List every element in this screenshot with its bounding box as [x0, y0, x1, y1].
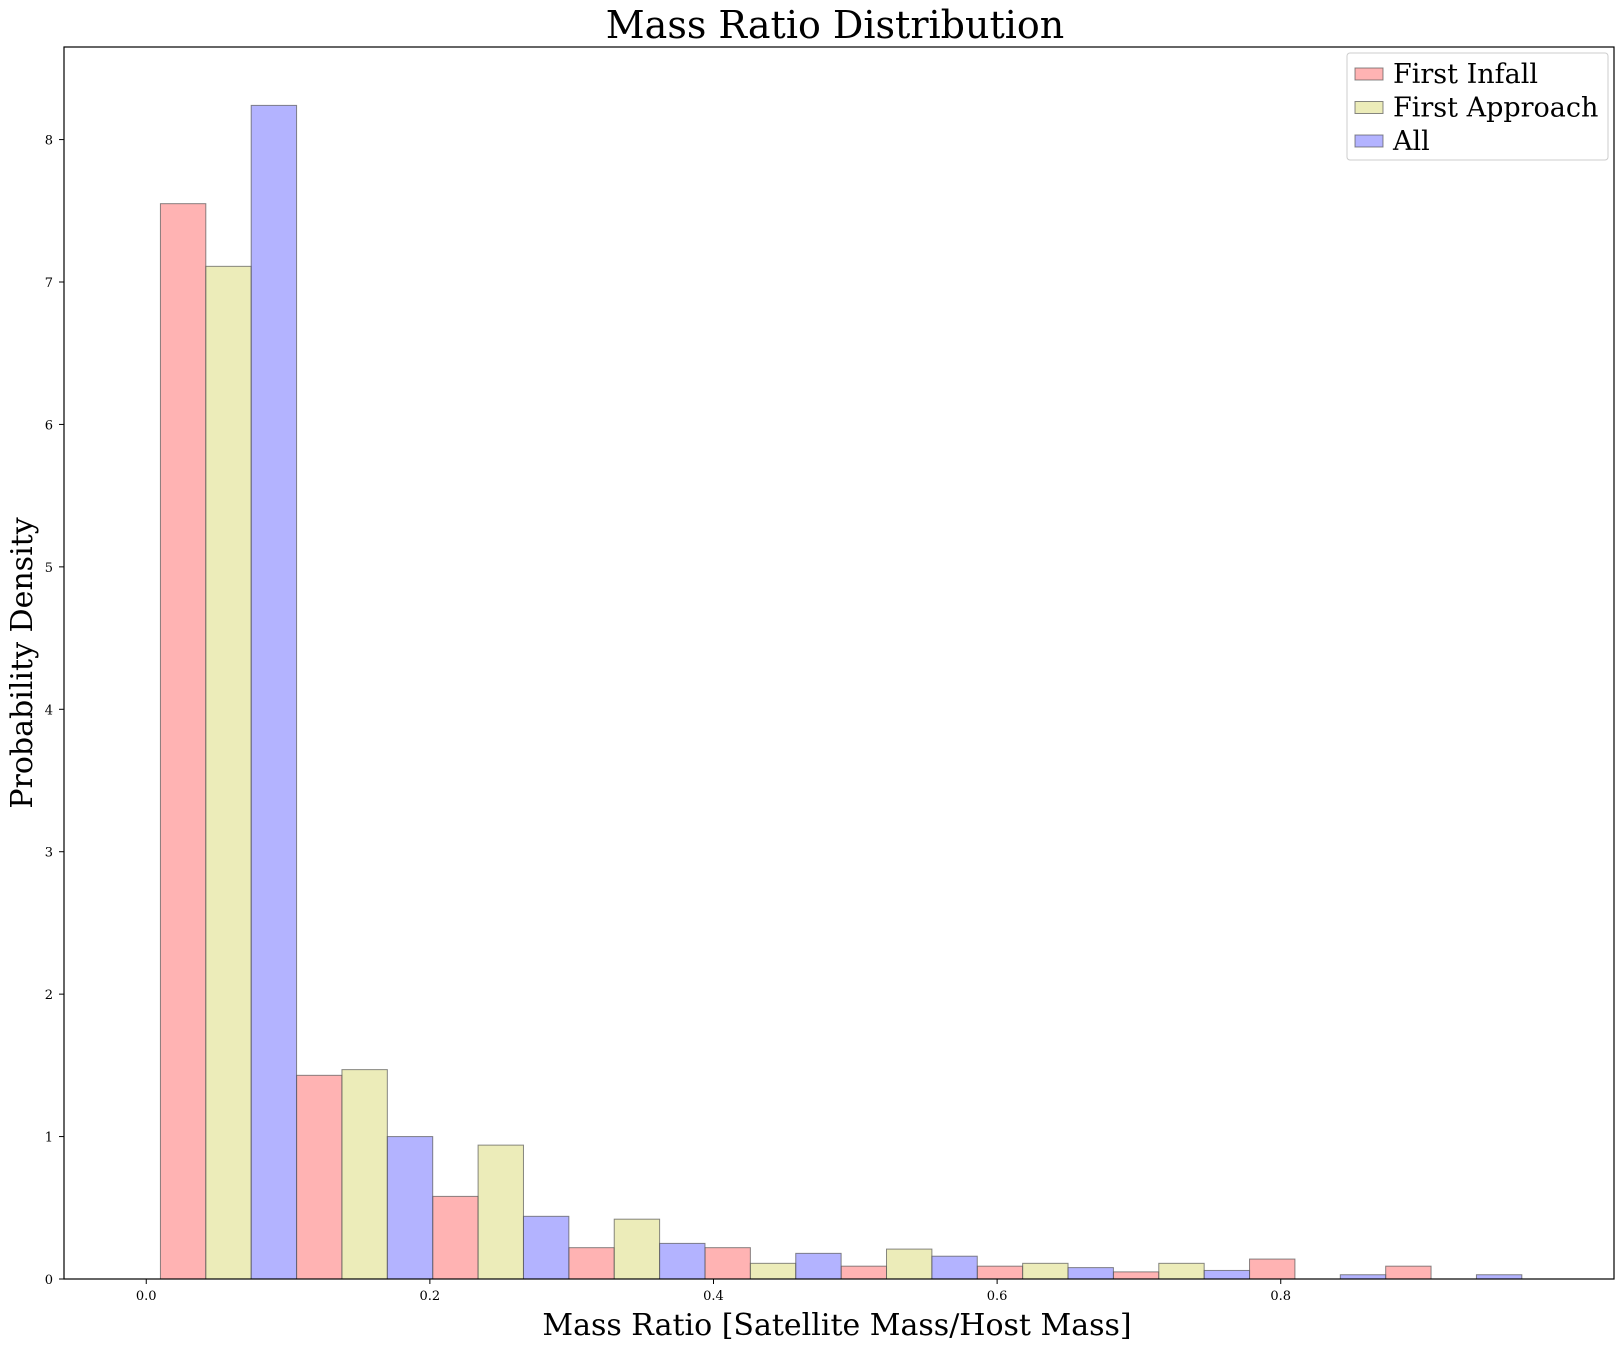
bar-first-approach-1 — [341, 1069, 388, 1280]
y-tick-label: 4 — [45, 703, 53, 718]
y-tick-label: 3 — [45, 846, 53, 861]
bar-first-infall-6 — [976, 1265, 1024, 1280]
bar-first-approach-4 — [749, 1262, 797, 1280]
y-tick-label: 0 — [45, 1273, 53, 1288]
bar-all-6 — [1067, 1267, 1114, 1280]
legend-label: First Approach — [1393, 93, 1598, 124]
y-axis-label: Probability Density — [5, 517, 40, 808]
x-axis-label: Mass Ratio [Satellite Mass/Host Mass] — [542, 1308, 1131, 1343]
bar-first-infall-9 — [1385, 1265, 1432, 1280]
x-tick-label: 0.6 — [987, 1289, 1008, 1304]
x-axis-ticks: 0.0 0.2 0.4 0.6 0.8 — [136, 1279, 1291, 1304]
bar-all-4 — [795, 1252, 842, 1280]
bar-all-7 — [1203, 1269, 1251, 1280]
bar-first-infall-3 — [568, 1247, 615, 1280]
x-tick-label: 0.8 — [1270, 1289, 1291, 1304]
bar-first-approach-6 — [1022, 1262, 1069, 1280]
plot-frame — [63, 46, 1615, 1280]
bar-first-infall-0 — [159, 203, 207, 1280]
bar-first-infall-7 — [1112, 1271, 1160, 1280]
bar-first-approach-7 — [1158, 1262, 1205, 1280]
y-tick-label: 1 — [45, 1131, 53, 1146]
y-tick-label: 2 — [45, 988, 53, 1003]
bar-all-9 — [1475, 1274, 1523, 1280]
x-tick-label: 0.2 — [420, 1289, 441, 1304]
legend-box — [1346, 52, 1609, 161]
legend-label: All — [1392, 126, 1430, 157]
bar-first-approach-5 — [886, 1248, 933, 1280]
chart-title: Mass Ratio Distribution — [606, 3, 1064, 47]
y-tick-label: 6 — [45, 418, 53, 433]
bar-all-2 — [522, 1215, 570, 1280]
bar-first-infall-4 — [704, 1247, 751, 1280]
bar-first-approach-3 — [613, 1218, 661, 1280]
x-tick-label: 0.4 — [703, 1289, 724, 1304]
bar-all-1 — [386, 1136, 434, 1280]
y-axis-ticks: 0 1 2 3 4 5 6 7 8 — [45, 134, 64, 1288]
legend-label: First Infall — [1393, 59, 1538, 90]
y-tick-label: 5 — [45, 561, 53, 576]
bar-first-approach-2 — [477, 1144, 524, 1280]
legend-swatch — [1354, 134, 1384, 148]
x-tick-label: 0.0 — [136, 1289, 157, 1304]
bar-first-infall-5 — [840, 1265, 888, 1280]
bar-first-infall-1 — [296, 1074, 343, 1280]
legend-swatch — [1354, 101, 1384, 114]
bar-all-8 — [1339, 1274, 1387, 1280]
y-tick-label: 7 — [45, 276, 53, 291]
bar-all-5 — [931, 1255, 978, 1280]
legend-swatch — [1354, 67, 1384, 81]
bar-first-infall-8 — [1249, 1258, 1296, 1280]
bar-all-0 — [250, 104, 298, 1280]
bar-all-3 — [659, 1242, 706, 1280]
bar-first-approach-0 — [205, 265, 252, 1280]
bars-layer — [159, 104, 1523, 1280]
y-tick-label: 8 — [45, 134, 53, 149]
bar-first-infall-2 — [432, 1195, 479, 1280]
